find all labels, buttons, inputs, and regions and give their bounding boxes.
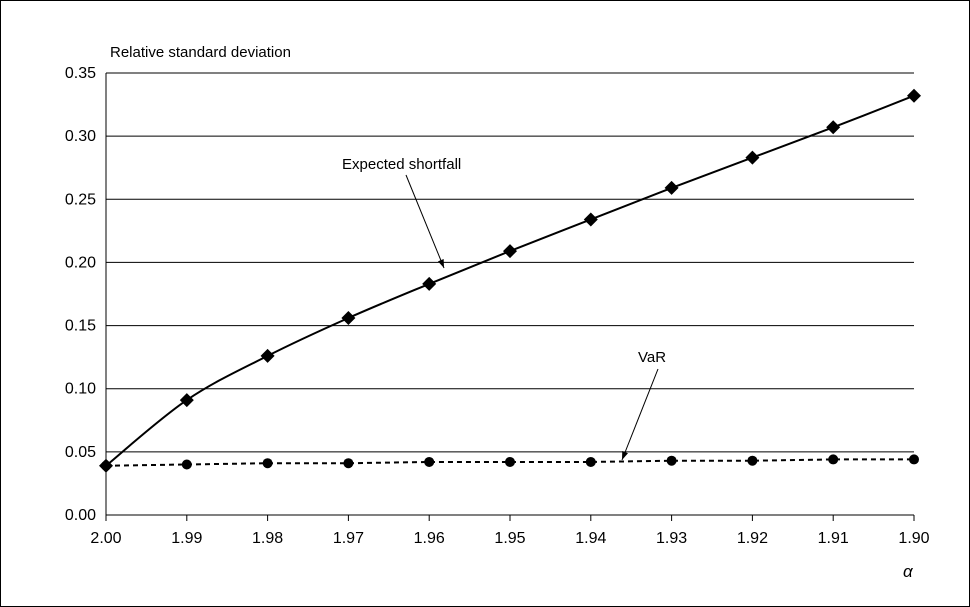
- x-tick-label: 1.94: [575, 530, 606, 547]
- x-tick-label: 1.90: [898, 530, 929, 547]
- x-tick-label: 1.99: [171, 530, 202, 547]
- data-point-var: [909, 454, 919, 465]
- data-point-expected-shortfall: [745, 150, 760, 165]
- series-layer: [99, 88, 921, 473]
- x-tick-label: 1.97: [333, 530, 364, 547]
- x-tick-label: 1.91: [818, 530, 849, 547]
- data-point-var: [505, 456, 515, 467]
- y-tick-label: 0.30: [65, 128, 96, 145]
- data-point-expected-shortfall: [826, 120, 841, 135]
- y-tick-label: 0.15: [65, 318, 96, 335]
- x-tick-label: 1.92: [737, 530, 768, 547]
- x-tick-label: 1.93: [656, 530, 687, 547]
- y-axis-label: Relative standard deviation: [110, 44, 291, 61]
- data-point-var: [262, 458, 273, 469]
- y-tick-label: 0.20: [65, 254, 96, 271]
- data-point-expected-shortfall: [664, 180, 679, 195]
- data-point-var: [424, 456, 435, 467]
- data-point-var: [343, 458, 354, 469]
- x-tick-label: 1.98: [252, 530, 283, 547]
- axes: [105, 73, 915, 521]
- data-point-var: [828, 454, 839, 465]
- annotation-arrow-var-head: [622, 451, 628, 460]
- data-point-var: [181, 459, 192, 470]
- data-point-var: [747, 455, 758, 466]
- data-point-expected-shortfall: [179, 393, 194, 408]
- gridlines: [106, 72, 914, 453]
- x-axis-label: α: [903, 562, 914, 581]
- y-tick-label: 0.00: [65, 507, 96, 524]
- annotation-arrow-expected-shortfall: [405, 174, 445, 269]
- data-point-var: [101, 460, 111, 471]
- data-point-expected-shortfall: [341, 310, 356, 325]
- y-tick-label: 0.10: [65, 381, 96, 398]
- series-line-expected-shortfall: [105, 94, 915, 467]
- x-tick-label: 1.95: [494, 530, 525, 547]
- y-tick-label: 0.35: [65, 65, 96, 82]
- x-tick-label: 1.96: [414, 530, 445, 547]
- data-point-var: [585, 456, 596, 467]
- data-point-expected-shortfall: [503, 244, 517, 259]
- labels-layer: 0.00 0.05 0.10 0.15 0.20 0.25 0.30 0.35 2.00 1.99…: [65, 65, 930, 547]
- annotation-arrow-expected-shortfall-head: [437, 259, 444, 268]
- x-tick-label: 2.00: [90, 530, 121, 547]
- annotation-var: VaR: [638, 349, 666, 366]
- y-tick-label: 0.05: [65, 444, 96, 461]
- annotation-arrow-var: [621, 368, 659, 461]
- annotation-expected-shortfall: Expected shortfall: [342, 156, 461, 173]
- data-point-expected-shortfall: [422, 276, 437, 291]
- data-point-expected-shortfall: [260, 348, 275, 363]
- data-point-var: [666, 455, 677, 466]
- data-point-expected-shortfall: [583, 212, 598, 227]
- data-point-expected-shortfall: [907, 88, 921, 103]
- y-tick-label: 0.25: [65, 191, 96, 208]
